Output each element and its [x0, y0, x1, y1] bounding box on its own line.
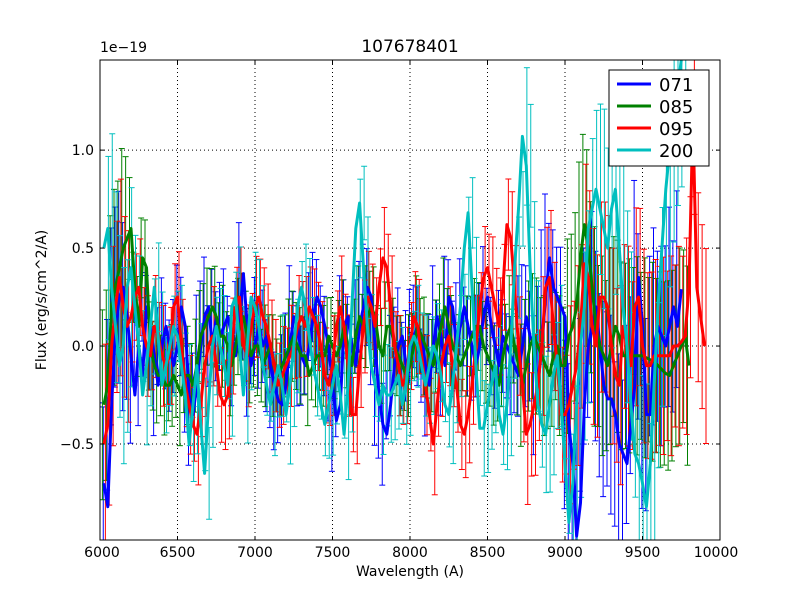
chart-title: 107678401: [361, 37, 458, 57]
series-line-200: [102, 60, 683, 524]
series-lines: [102, 60, 706, 538]
y-tick-label: −0.5: [60, 437, 94, 453]
x-tick-label: 9500: [625, 545, 661, 561]
y-scale-label: 1e−19: [100, 40, 147, 56]
y-axis-label: Flux (erg/s/cm^2/A): [34, 230, 50, 370]
plot-frame: [99, 59, 721, 541]
x-tick-label: 8000: [392, 545, 428, 561]
x-tick-label: 10000: [694, 545, 739, 561]
x-tick-label: 7000: [237, 545, 273, 561]
x-tick-label: 6500: [160, 545, 196, 561]
legend-label-095: 095: [659, 119, 693, 140]
y-tick-label: 0.5: [72, 241, 94, 257]
legend-label-085: 085: [659, 97, 693, 118]
series-line-095: [102, 117, 706, 446]
axis-ticks: 6000 6500 7000 7500 8000 8500 9000 9500 10000 −0.…: [60, 60, 738, 561]
x-tick-label: 6000: [84, 545, 120, 561]
x-tick-label: 9000: [547, 545, 583, 561]
legend-label-200: 200: [659, 141, 693, 162]
x-tick-label: 8500: [470, 545, 506, 561]
legend-label-071: 071: [659, 75, 693, 96]
x-axis-label: Wavelength (A): [356, 564, 464, 580]
y-tick-label: 1.0: [72, 143, 94, 159]
series-line-071: [102, 256, 683, 538]
y-tick-label: 0.0: [72, 339, 94, 355]
x-tick-label: 7500: [315, 545, 351, 561]
